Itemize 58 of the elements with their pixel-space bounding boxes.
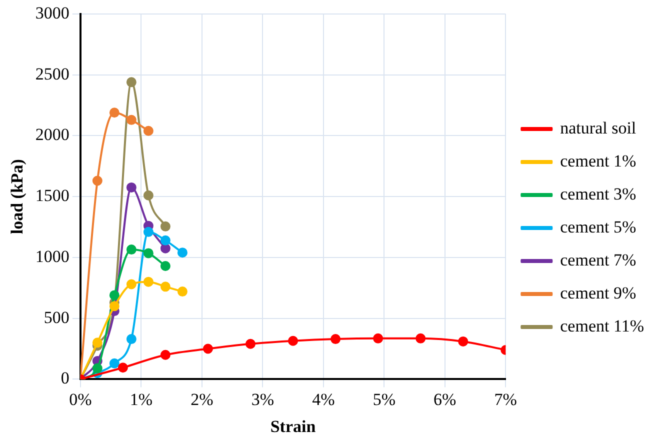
point xyxy=(160,260,170,271)
point xyxy=(143,190,154,200)
point xyxy=(160,243,170,254)
x-tick-label: 2% xyxy=(190,390,214,409)
x-tick-label: 1% xyxy=(130,390,152,409)
y-tick-label: 2000 xyxy=(35,125,70,144)
y-tick-label: 500 xyxy=(44,308,70,327)
point xyxy=(109,358,120,368)
legend-label: cement 5% xyxy=(560,217,636,236)
point xyxy=(126,182,136,192)
point xyxy=(109,301,120,312)
point xyxy=(416,333,426,344)
legend-label: cement 7% xyxy=(560,250,636,270)
x-tick-label: 7% xyxy=(494,390,517,409)
x-tick-label: 3% xyxy=(251,390,274,409)
legend-label: cement 11% xyxy=(560,316,644,336)
point xyxy=(126,244,136,255)
point xyxy=(92,338,102,348)
point xyxy=(288,336,298,346)
point xyxy=(126,334,136,344)
point xyxy=(160,221,170,232)
legend-label: cement 1% xyxy=(560,151,636,170)
y-tick-label: 1000 xyxy=(35,246,70,266)
y-tick-label: 1500 xyxy=(35,186,70,206)
point xyxy=(126,114,136,125)
x-tick-label: 6% xyxy=(434,390,456,409)
point xyxy=(373,333,384,344)
x-tick-label: 4% xyxy=(312,390,335,409)
point xyxy=(118,362,128,373)
point xyxy=(458,336,468,346)
point xyxy=(330,334,341,344)
point xyxy=(126,77,136,88)
y-tick-label: 3000 xyxy=(35,3,70,22)
x-tick-label: 0% xyxy=(69,390,92,409)
point xyxy=(143,126,154,136)
y-axis-title: load (kPa) xyxy=(8,159,27,234)
point xyxy=(92,363,102,374)
point xyxy=(160,282,170,292)
x-tick-label: 5% xyxy=(372,390,396,409)
point xyxy=(160,235,170,246)
point xyxy=(177,286,188,297)
legend-label: cement 3% xyxy=(560,184,636,204)
y-tick-label: 0 xyxy=(60,368,70,388)
point xyxy=(177,248,188,258)
point xyxy=(143,276,154,287)
point xyxy=(126,279,136,290)
point xyxy=(143,248,154,258)
legend-label: cement 9% xyxy=(560,283,636,302)
point xyxy=(109,108,120,118)
point xyxy=(143,226,154,237)
point xyxy=(245,338,256,349)
point xyxy=(160,350,170,360)
x-axis-title: Strain xyxy=(270,417,316,436)
y-tick-label: 2500 xyxy=(35,64,70,84)
point xyxy=(202,344,213,354)
point xyxy=(109,290,120,300)
legend-label: natural soil xyxy=(560,118,636,138)
point xyxy=(92,176,102,186)
